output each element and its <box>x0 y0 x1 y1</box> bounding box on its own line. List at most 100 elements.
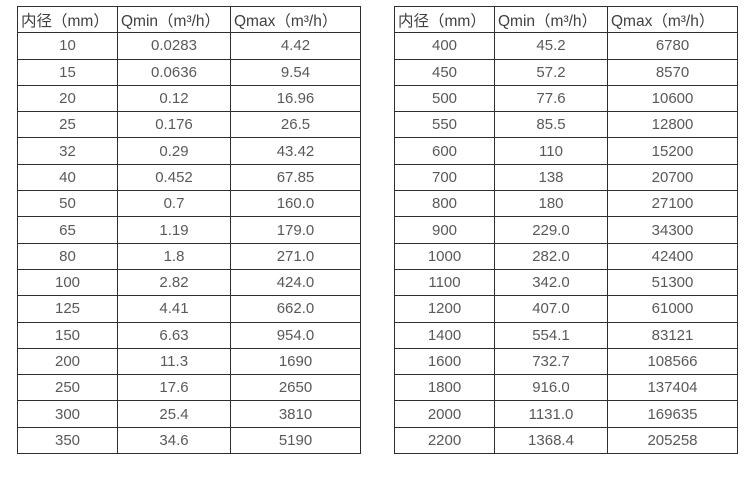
table-row: 125 4.41 662.0 <box>17 295 361 323</box>
qmax-cell: 108566 <box>607 347 738 376</box>
table-row: 500 77.6 10600 <box>394 84 738 113</box>
table-row: 900 229.0 34300 <box>394 216 738 244</box>
table-row: 15 0.0636 9.54 <box>17 58 361 86</box>
diameter-cell: 100 <box>17 268 118 297</box>
qmax-cell: 51300 <box>607 268 738 297</box>
qmin-cell: 0.0636 <box>117 58 231 86</box>
diameter-cell: 150 <box>17 321 118 349</box>
table-row: 1400 554.1 83121 <box>394 321 738 349</box>
qmin-cell: 180 <box>494 190 608 218</box>
qmax-cell: 2650 <box>230 374 361 402</box>
diameter-cell: 1600 <box>394 347 495 376</box>
table-row: 150 6.63 954.0 <box>17 321 361 349</box>
diameter-cell: 1100 <box>394 268 495 297</box>
qmin-cell: 1131.0 <box>494 400 608 428</box>
diameter-cell: 25 <box>17 111 118 139</box>
qmax-cell: 67.85 <box>230 163 361 192</box>
diameter-cell: 550 <box>394 111 495 139</box>
qmax-cell: 26.5 <box>230 111 361 139</box>
diameter-cell: 15 <box>17 58 118 86</box>
diameter-cell: 10 <box>17 32 118 60</box>
diameter-cell: 2200 <box>394 426 495 455</box>
diameter-cell: 40 <box>17 163 118 192</box>
qmin-cell: 0.7 <box>117 190 231 218</box>
table-row: 40 0.452 67.85 <box>17 163 361 192</box>
header-row: 内径（mm） Qmin（m³/h） Qmax（m³/h） <box>17 5 361 34</box>
qmin-cell: 1.19 <box>117 216 231 244</box>
qmin-cell: 138 <box>494 163 608 192</box>
column-header-qmin: Qmin（m³/h） <box>494 5 608 34</box>
qmax-cell: 16.96 <box>230 84 361 113</box>
table-row: 65 1.19 179.0 <box>17 216 361 244</box>
diameter-cell: 200 <box>17 347 118 376</box>
diameter-cell: 700 <box>394 163 495 192</box>
qmin-cell: 916.0 <box>494 374 608 402</box>
qmin-cell: 45.2 <box>494 32 608 60</box>
qmin-cell: 282.0 <box>494 242 608 270</box>
qmax-cell: 4.42 <box>230 32 361 60</box>
qmax-cell: 1690 <box>230 347 361 376</box>
qmin-cell: 342.0 <box>494 268 608 297</box>
diameter-cell: 1400 <box>394 321 495 349</box>
qmin-cell: 0.12 <box>117 84 231 113</box>
table-row: 2000 1131.0 169635 <box>394 400 738 428</box>
table-row: 2200 1368.4 205258 <box>394 426 738 455</box>
table-row: 200 11.3 1690 <box>17 347 361 376</box>
qmax-cell: 15200 <box>607 137 738 165</box>
qmin-cell: 1.8 <box>117 242 231 270</box>
table-row: 1200 407.0 61000 <box>394 295 738 323</box>
qmin-cell: 34.6 <box>117 426 231 455</box>
qmax-cell: 5190 <box>230 426 361 455</box>
qmin-cell: 554.1 <box>494 321 608 349</box>
header-row: 内径（mm） Qmin（m³/h） Qmax（m³/h） <box>394 5 738 34</box>
diameter-cell: 50 <box>17 190 118 218</box>
table-row: 550 85.5 12800 <box>394 111 738 139</box>
table-row: 700 138 20700 <box>394 163 738 192</box>
table-header-row: 内径（mm） Qmin（m³/h） Qmax（m³/h） <box>17 5 361 34</box>
table-row: 32 0.29 43.42 <box>17 137 361 165</box>
table-row: 400 45.2 6780 <box>394 32 738 60</box>
qmax-cell: 160.0 <box>230 190 361 218</box>
qmax-cell: 954.0 <box>230 321 361 349</box>
qmin-cell: 11.3 <box>117 347 231 376</box>
qmin-cell: 25.4 <box>117 400 231 428</box>
diameter-cell: 65 <box>17 216 118 244</box>
qmin-cell: 1368.4 <box>494 426 608 455</box>
diameter-cell: 600 <box>394 137 495 165</box>
qmax-cell: 12800 <box>607 111 738 139</box>
diameter-cell: 500 <box>394 84 495 113</box>
diameter-cell: 32 <box>17 137 118 165</box>
qmin-cell: 85.5 <box>494 111 608 139</box>
column-header-qmax: Qmax（m³/h） <box>230 5 361 34</box>
table-row: 25 0.176 26.5 <box>17 111 361 139</box>
qmax-cell: 42400 <box>607 242 738 270</box>
qmax-cell: 169635 <box>607 400 738 428</box>
table-body: 400 45.2 6780 450 57.2 8570 500 77.6 10600 550 85.… <box>394 32 738 455</box>
qmax-cell: 6780 <box>607 32 738 60</box>
qmax-cell: 271.0 <box>230 242 361 270</box>
diameter-cell: 80 <box>17 242 118 270</box>
qmax-cell: 179.0 <box>230 216 361 244</box>
qmax-cell: 43.42 <box>230 137 361 165</box>
qmin-cell: 77.6 <box>494 84 608 113</box>
qmax-cell: 27100 <box>607 190 738 218</box>
table-row: 800 180 27100 <box>394 190 738 218</box>
qmin-cell: 0.452 <box>117 163 231 192</box>
table-row: 80 1.8 271.0 <box>17 242 361 270</box>
diameter-cell: 20 <box>17 84 118 113</box>
table-row: 10 0.0283 4.42 <box>17 32 361 60</box>
diameter-cell: 800 <box>394 190 495 218</box>
table-row: 1600 732.7 108566 <box>394 347 738 376</box>
diameter-cell: 450 <box>394 58 495 86</box>
table-row: 600 110 15200 <box>394 137 738 165</box>
qmax-cell: 83121 <box>607 321 738 349</box>
table-row: 1100 342.0 51300 <box>394 268 738 297</box>
qmax-cell: 10600 <box>607 84 738 113</box>
spec-table-small-diameters: 内径（mm） Qmin（m³/h） Qmax（m³/h） 10 0.0283 4.42 1… <box>17 5 361 455</box>
qmax-cell: 662.0 <box>230 295 361 323</box>
qmax-cell: 34300 <box>607 216 738 244</box>
table-row: 1000 282.0 42400 <box>394 242 738 270</box>
qmax-cell: 424.0 <box>230 268 361 297</box>
qmax-cell: 205258 <box>607 426 738 455</box>
column-header-qmin: Qmin（m³/h） <box>117 5 231 34</box>
